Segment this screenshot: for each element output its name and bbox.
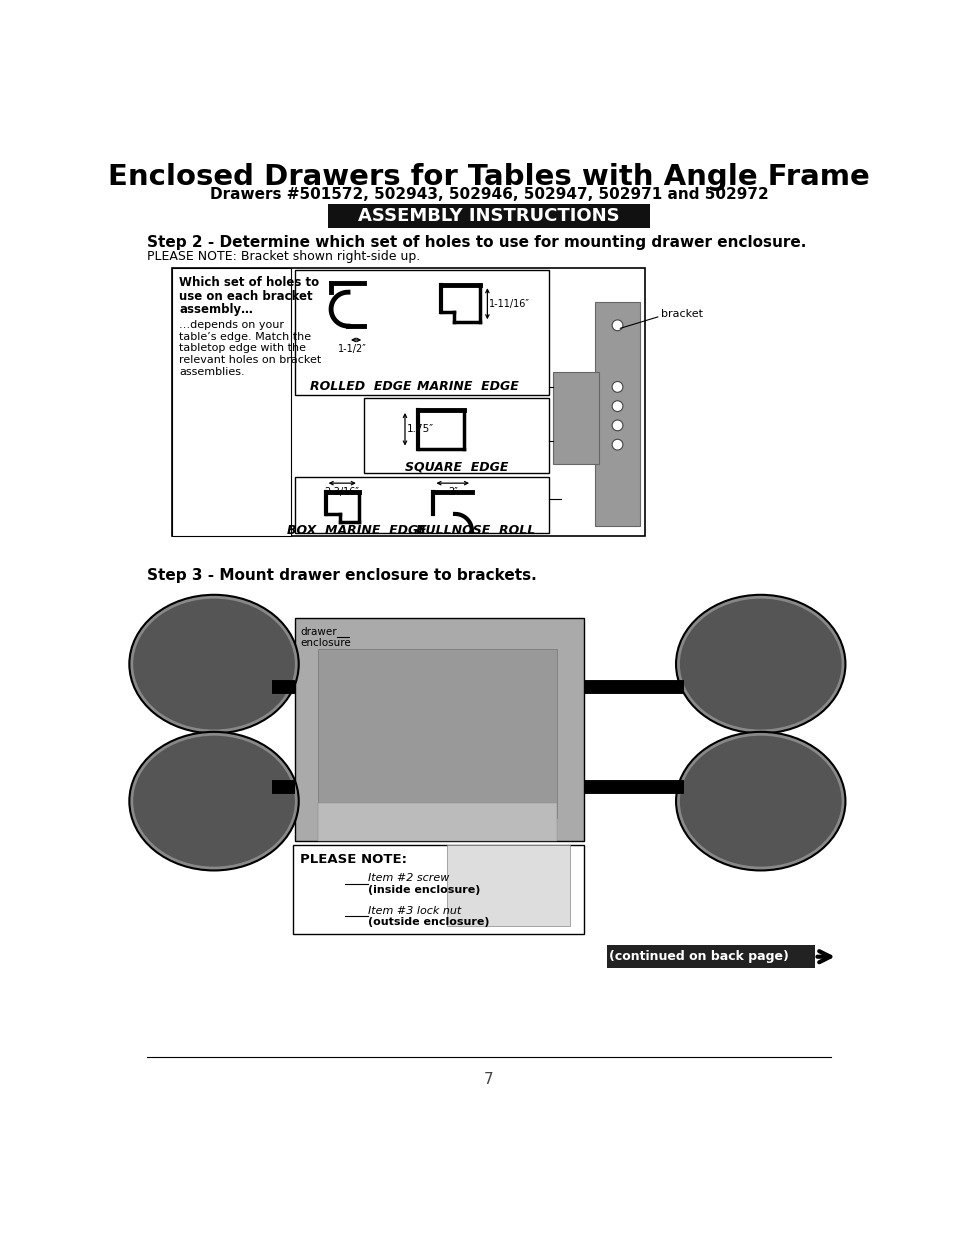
- Text: Which set of holes to: Which set of holes to: [179, 277, 319, 289]
- Bar: [294, 270, 548, 395]
- Bar: [172, 268, 291, 536]
- Text: 2″: 2″: [447, 488, 457, 498]
- Text: use on each bracket: use on each bracket: [179, 289, 313, 303]
- Bar: [294, 477, 548, 534]
- Text: ROLLED  EDGE: ROLLED EDGE: [310, 380, 411, 394]
- Text: assemblies.: assemblies.: [179, 367, 245, 377]
- Ellipse shape: [130, 595, 298, 734]
- Bar: [172, 268, 644, 536]
- Ellipse shape: [676, 732, 844, 871]
- Text: enclosure: enclosure: [300, 638, 351, 648]
- Bar: [606, 945, 814, 968]
- Text: Item #3 lock nut: Item #3 lock nut: [368, 905, 461, 915]
- Text: assembly…: assembly…: [179, 303, 253, 316]
- Text: Drawers #501572, 502943, 502946, 502947, 502971 and 502972: Drawers #501572, 502943, 502946, 502947,…: [210, 186, 767, 201]
- Bar: [595, 303, 639, 526]
- Text: table’s edge. Match the: table’s edge. Match the: [179, 332, 312, 342]
- Text: 1-1/2″: 1-1/2″: [337, 345, 366, 354]
- Bar: [294, 618, 583, 841]
- Text: (inside enclosure): (inside enclosure): [368, 884, 480, 894]
- Text: ASSEMBLY INSTRUCTIONS: ASSEMBLY INSTRUCTIONS: [357, 207, 619, 225]
- Circle shape: [612, 420, 622, 431]
- Bar: [328, 205, 649, 227]
- Text: relevant holes on bracket: relevant holes on bracket: [179, 354, 321, 366]
- Circle shape: [612, 401, 622, 411]
- Ellipse shape: [679, 599, 841, 730]
- Text: 1.75″: 1.75″: [406, 425, 434, 435]
- Bar: [317, 803, 557, 841]
- Text: Item #2 screw: Item #2 screw: [368, 873, 449, 883]
- Text: (outside enclosure): (outside enclosure): [368, 918, 489, 927]
- Bar: [293, 845, 583, 934]
- Bar: [364, 399, 548, 473]
- Bar: [446, 845, 569, 926]
- Circle shape: [612, 320, 622, 331]
- Text: bracket: bracket: [659, 309, 702, 319]
- Circle shape: [612, 440, 622, 450]
- Text: drawer: drawer: [300, 626, 336, 637]
- Ellipse shape: [133, 599, 294, 730]
- Text: …depends on your: …depends on your: [179, 320, 284, 330]
- Circle shape: [612, 382, 622, 393]
- Ellipse shape: [679, 736, 841, 867]
- Bar: [317, 648, 557, 818]
- Text: 2-3/16″: 2-3/16″: [324, 488, 359, 498]
- Text: Enclosed Drawers for Tables with Angle Frame: Enclosed Drawers for Tables with Angle F…: [108, 163, 869, 191]
- Bar: [552, 372, 598, 464]
- Ellipse shape: [133, 736, 294, 867]
- Text: 1-11/16″: 1-11/16″: [488, 299, 529, 309]
- Text: SQUARE  EDGE: SQUARE EDGE: [404, 461, 508, 473]
- Ellipse shape: [130, 732, 298, 871]
- Text: Step 2 - Determine which set of holes to use for mounting drawer enclosure.: Step 2 - Determine which set of holes to…: [147, 236, 805, 251]
- Text: PLEASE NOTE:: PLEASE NOTE:: [300, 853, 407, 866]
- Text: PLEASE NOTE: Bracket shown right-side up.: PLEASE NOTE: Bracket shown right-side up…: [147, 249, 420, 263]
- Text: Step 3 - Mount drawer enclosure to brackets.: Step 3 - Mount drawer enclosure to brack…: [147, 568, 537, 583]
- Text: 7: 7: [483, 1072, 494, 1087]
- Ellipse shape: [676, 595, 844, 734]
- Text: BULLNOSE  ROLL: BULLNOSE ROLL: [416, 525, 535, 537]
- Text: BOX  MARINE  EDGE: BOX MARINE EDGE: [286, 525, 426, 537]
- Text: tabletop edge with the: tabletop edge with the: [179, 343, 306, 353]
- Text: MARINE  EDGE: MARINE EDGE: [416, 380, 518, 394]
- Text: (continued on back page): (continued on back page): [609, 950, 788, 963]
